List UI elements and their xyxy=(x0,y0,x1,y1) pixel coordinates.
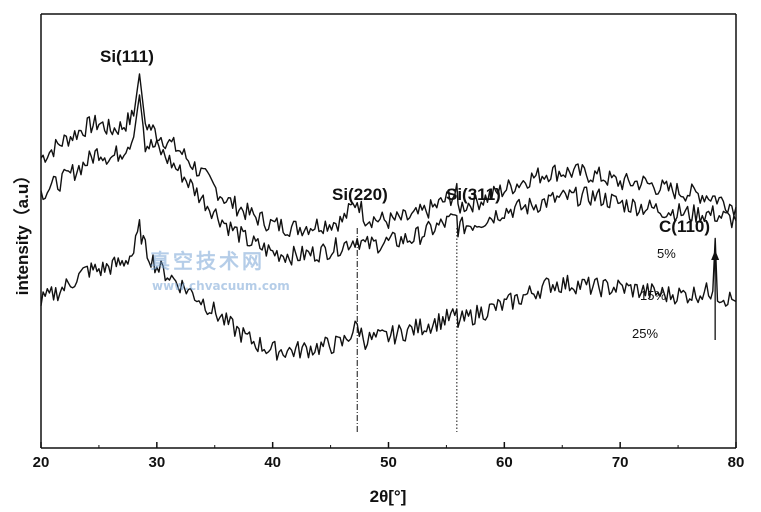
y-axis-title: intensity（a.u） xyxy=(12,167,32,295)
watermark-chinese: 真空技术网 xyxy=(150,249,265,273)
series-label-15: 15% xyxy=(640,288,666,303)
x-tick-label: 70 xyxy=(612,454,629,471)
watermark-url: www.chvacuum.com xyxy=(152,279,290,293)
series-label-25: 25% xyxy=(632,326,658,341)
annotation-si220: Si(220) xyxy=(332,185,388,204)
series-line-25pct xyxy=(40,219,737,361)
x-axis-title: 2θ[°] xyxy=(370,487,407,506)
x-tick-label: 60 xyxy=(496,454,513,471)
annotation-si111: Si(111) xyxy=(100,47,154,66)
annotation-c110: C(110) xyxy=(659,217,710,236)
x-tick-label: 40 xyxy=(264,454,281,471)
plot-frame xyxy=(40,13,737,449)
x-axis-ticks: 20 30 40 50 60 70 80 xyxy=(33,442,745,471)
x-tick-label: 80 xyxy=(728,454,745,471)
series-label-5: 5% xyxy=(657,246,676,261)
x-tick-label: 20 xyxy=(33,454,50,471)
series-group xyxy=(40,73,737,361)
x-tick-label: 50 xyxy=(380,454,397,471)
series-line-5pct xyxy=(40,73,737,237)
annotation-si311: Si(311) xyxy=(446,185,501,204)
x-tick-label: 30 xyxy=(148,454,165,471)
series-line-15pct xyxy=(40,94,737,266)
